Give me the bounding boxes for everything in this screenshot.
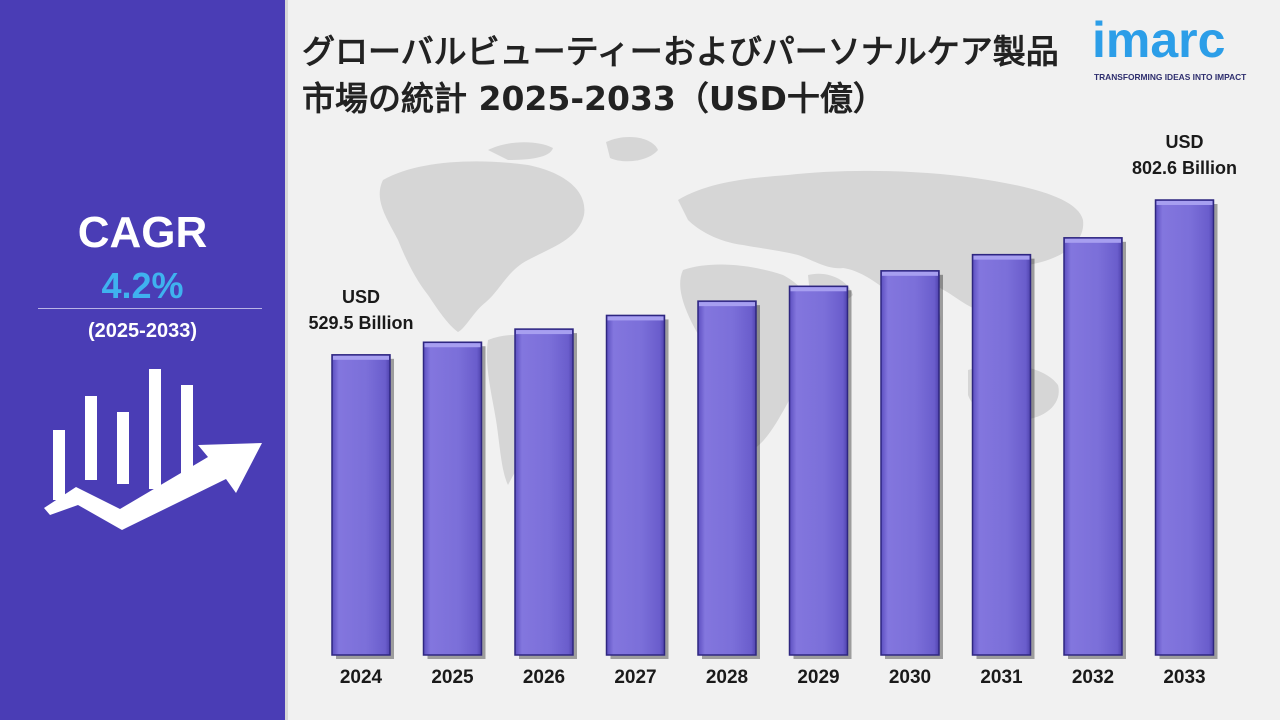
- x-tick-label: 2028: [706, 667, 748, 688]
- bar-2026: [514, 328, 574, 656]
- panel-divider: [285, 0, 288, 720]
- imarc-logo: imarc TRANSFORMING IDEAS INTO IMPACT: [1092, 12, 1267, 84]
- x-tick-label: 2032: [1072, 667, 1114, 688]
- bar-2031: [971, 253, 1032, 656]
- bar-2027: [605, 314, 666, 656]
- cagr-panel: [0, 0, 285, 720]
- bar-chart: USD 529.5 Billion USD 802.6 Billion 2024 202…: [308, 132, 1237, 688]
- x-tick-label: 2031: [980, 667, 1023, 688]
- data-label: USD: [1165, 132, 1203, 152]
- growth-chart-icon: [44, 369, 262, 530]
- chart-title: グローバルビューティーおよびパーソナルケア製品市場の統計 2025-2033（U…: [302, 32, 1059, 118]
- logo-wordmark: imarc: [1092, 12, 1226, 68]
- bar-2028: [697, 300, 757, 656]
- cagr-label: CAGR: [77, 208, 208, 257]
- bar-2032: [1063, 237, 1123, 656]
- logo-tagline: TRANSFORMING IDEAS INTO IMPACT: [1094, 72, 1247, 82]
- bar-highlight: [333, 355, 389, 360]
- bar-highlight: [699, 302, 755, 307]
- bar-2033: [1154, 199, 1215, 656]
- bar-highlight: [607, 316, 664, 321]
- x-tick-label: 2027: [614, 667, 656, 688]
- data-label: 529.5 Billion: [308, 313, 413, 333]
- bar-2025: [422, 341, 483, 656]
- x-tick-label: 2026: [523, 667, 565, 688]
- bar-highlight: [973, 255, 1030, 260]
- x-tick-label: 2033: [1163, 667, 1205, 688]
- bar-highlight: [790, 287, 847, 292]
- bar-highlight: [1065, 238, 1121, 243]
- x-tick-label: 2025: [431, 667, 474, 688]
- data-label: USD: [342, 287, 380, 307]
- bar-2030: [880, 270, 940, 656]
- bar-highlight: [424, 343, 481, 348]
- cagr-divider: [38, 308, 262, 309]
- bar-highlight: [882, 271, 938, 276]
- bar-highlight: [1156, 201, 1213, 205]
- x-tick-label: 2030: [889, 667, 931, 688]
- cagr-period: (2025-2033): [88, 320, 197, 342]
- bar-highlight: [516, 330, 572, 335]
- bar-2024: [331, 354, 391, 656]
- x-tick-label: 2029: [797, 667, 839, 688]
- bar-2029: [788, 285, 849, 656]
- data-label: 802.6 Billion: [1132, 158, 1237, 178]
- cagr-value: 4.2%: [101, 265, 184, 306]
- x-tick-label: 2024: [340, 667, 383, 688]
